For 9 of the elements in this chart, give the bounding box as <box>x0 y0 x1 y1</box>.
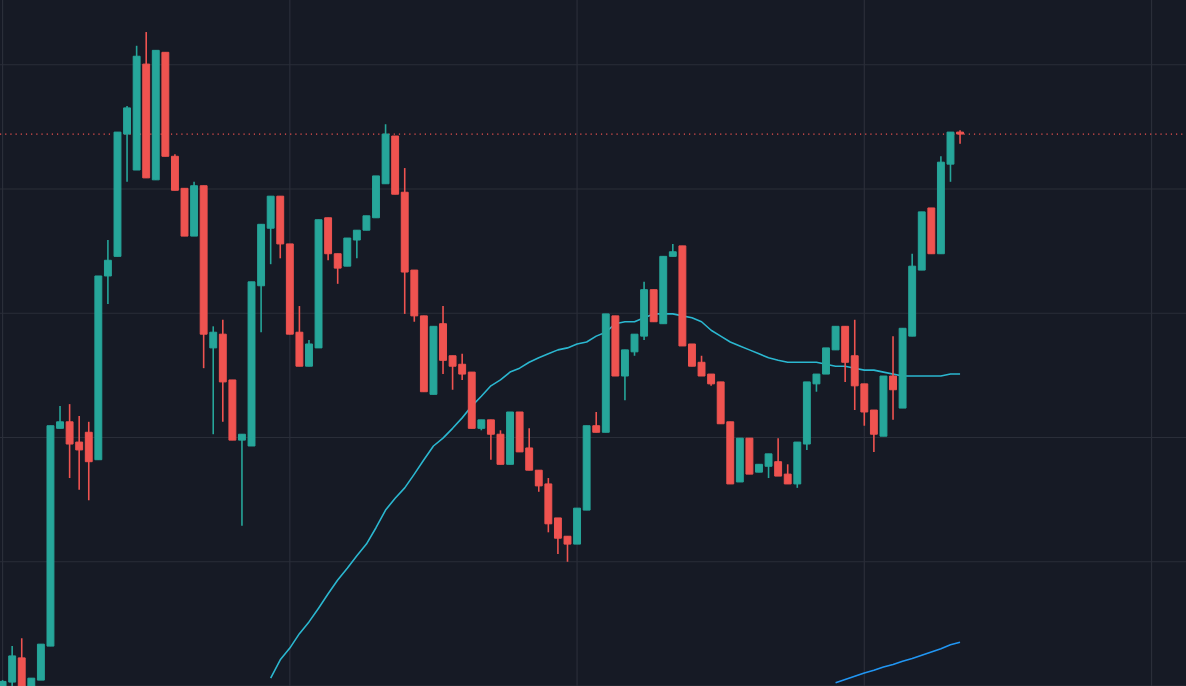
candlestick <box>927 207 936 255</box>
candlestick <box>592 411 601 434</box>
candlestick <box>735 437 744 483</box>
candlestick <box>8 645 17 686</box>
candlestick <box>209 325 218 436</box>
candlestick <box>649 288 658 323</box>
candlestick <box>17 637 26 686</box>
candlestick <box>745 437 754 475</box>
candlestick <box>889 335 897 421</box>
